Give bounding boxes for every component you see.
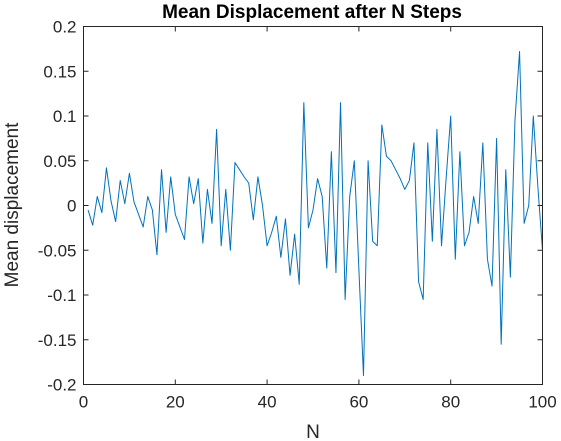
- y-tick-label: -0.1: [47, 286, 76, 305]
- y-tick-label: 0.15: [43, 62, 76, 81]
- y-tick-label: 0.05: [43, 152, 76, 171]
- y-tick-label: -0.2: [47, 376, 76, 395]
- y-axis-label: Mean displacement: [2, 122, 23, 287]
- x-tick-label: 0: [79, 393, 88, 412]
- y-tick-label: 0.1: [53, 107, 77, 126]
- x-axis-label: N: [306, 422, 320, 441]
- x-axis-ticks: 0 20 40 60 80 100: [79, 26, 557, 412]
- x-tick-label: 20: [166, 393, 185, 412]
- series-layer: [87, 51, 543, 377]
- y-tick-label: -0.05: [38, 241, 77, 260]
- x-tick-label: 80: [441, 393, 460, 412]
- y-tick-label: 0.2: [53, 18, 77, 37]
- plot-background: [83, 26, 543, 385]
- plot-area: [83, 26, 543, 385]
- series-line-0: [87, 51, 543, 377]
- x-tick-label: 40: [258, 393, 277, 412]
- y-tick-label: -0.15: [38, 331, 77, 350]
- x-tick-label: 60: [349, 393, 368, 412]
- y-tick-label: 0: [67, 197, 76, 216]
- x-tick-label: 100: [528, 393, 556, 412]
- chart-title: Mean Displacement after N Steps: [162, 2, 462, 23]
- y-axis-ticks: 0.2 0.15 0.1 0.05 0 -0.05 -0.1 -0.15 -0.2: [38, 18, 543, 395]
